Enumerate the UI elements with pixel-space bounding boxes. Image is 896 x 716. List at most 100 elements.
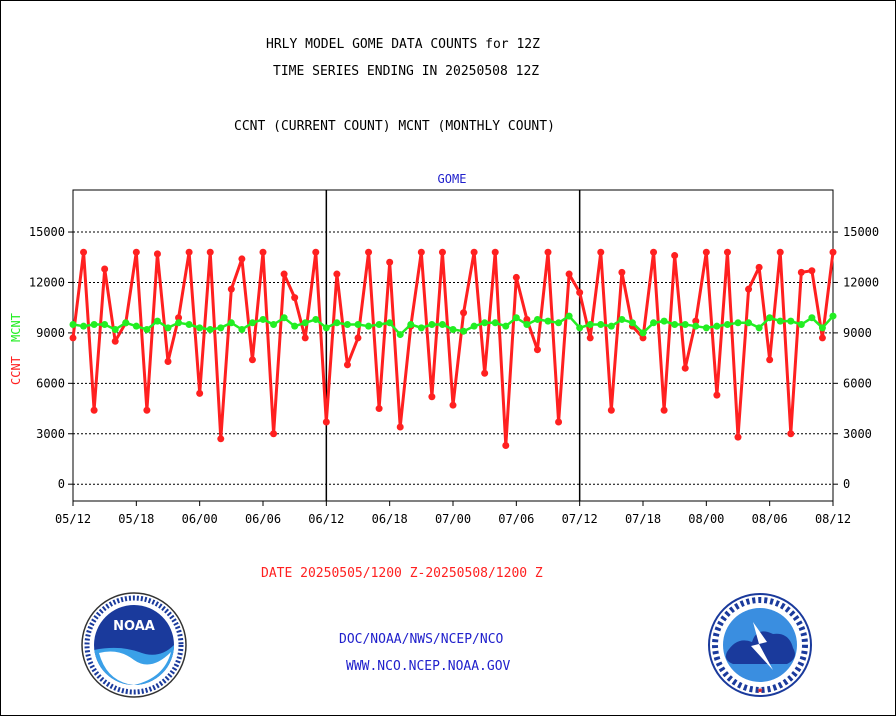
data-point-ccnt (576, 289, 584, 297)
data-point-ccnt (818, 334, 826, 342)
data-point-ccnt (650, 248, 658, 256)
data-point-mcnt (407, 320, 415, 328)
data-point-ccnt (797, 268, 805, 276)
data-point-ccnt (333, 270, 341, 278)
data-point-mcnt (196, 324, 204, 332)
data-point-mcnt (301, 319, 309, 327)
y-tick-label-left: 9000 (36, 326, 65, 340)
data-point-mcnt (555, 319, 563, 327)
data-point-ccnt (523, 315, 531, 323)
data-point-mcnt (576, 324, 584, 332)
data-point-mcnt (829, 312, 837, 320)
data-point-mcnt (69, 320, 77, 328)
data-point-mcnt (713, 322, 721, 330)
y-tick-label-left: 12000 (29, 275, 65, 289)
data-point-mcnt (544, 317, 552, 325)
data-point-ccnt (69, 334, 77, 342)
data-point-ccnt (428, 393, 436, 401)
y-tick-label-right: 12000 (843, 275, 879, 289)
data-point-ccnt (586, 334, 594, 342)
data-point-ccnt (808, 267, 816, 275)
data-point-mcnt (818, 324, 826, 332)
data-point-ccnt (597, 248, 605, 256)
data-point-ccnt (713, 391, 721, 399)
data-point-mcnt (639, 329, 647, 337)
data-point-ccnt (555, 418, 563, 426)
data-point-mcnt (650, 319, 658, 327)
data-point-ccnt (755, 263, 763, 271)
x-tick-label: 06/12 (308, 512, 344, 526)
y-tick-label-right: 0 (843, 477, 850, 491)
data-point-ccnt (343, 361, 351, 369)
data-point-mcnt (808, 314, 816, 322)
data-point-mcnt (618, 315, 626, 323)
data-point-ccnt (375, 405, 383, 413)
y-axis-label-ccnt: CCNT (9, 356, 23, 385)
data-point-ccnt (745, 285, 753, 293)
y-tick-label-right: 15000 (843, 225, 879, 239)
data-point-ccnt (101, 265, 109, 273)
data-point-mcnt (375, 320, 383, 328)
data-point-ccnt (132, 248, 140, 256)
data-point-mcnt (449, 326, 457, 334)
y-tick-label-right: 6000 (843, 376, 872, 390)
data-point-mcnt (681, 320, 689, 328)
data-point-ccnt (512, 273, 520, 281)
data-point-mcnt (776, 317, 784, 325)
data-point-mcnt (164, 324, 172, 332)
data-point-ccnt (143, 406, 151, 414)
data-point-ccnt (639, 334, 647, 342)
x-tick-label: 07/12 (562, 512, 598, 526)
data-point-ccnt (702, 248, 710, 256)
data-point-mcnt (470, 322, 478, 330)
data-point-ccnt (460, 309, 468, 317)
data-point-mcnt (354, 320, 362, 328)
data-point-ccnt (259, 248, 267, 256)
data-point-mcnt (481, 319, 489, 327)
y-tick-label-right: 3000 (843, 427, 872, 441)
data-point-mcnt (101, 320, 109, 328)
data-point-mcnt (291, 322, 299, 330)
data-point-ccnt (206, 248, 214, 256)
data-point-mcnt (111, 326, 119, 334)
data-point-mcnt (238, 326, 246, 334)
data-point-ccnt (776, 248, 784, 256)
series-lines (69, 248, 837, 450)
data-point-mcnt (80, 322, 88, 330)
noaa-logo-text: NOAA (113, 619, 155, 634)
y-tick-label-right: 9000 (843, 326, 872, 340)
data-point-mcnt (755, 324, 763, 332)
data-point-ccnt (660, 406, 668, 414)
data-point-mcnt (734, 319, 742, 327)
data-point-mcnt (185, 320, 193, 328)
x-tick-label: 08/12 (815, 512, 851, 526)
data-point-ccnt (723, 248, 731, 256)
data-point-ccnt (386, 258, 394, 266)
data-point-mcnt (343, 320, 351, 328)
data-point-ccnt (185, 248, 193, 256)
data-point-mcnt (386, 319, 394, 327)
org-path-link[interactable]: DOC/NOAA/NWS/NCEP/NCO (339, 632, 504, 647)
chart-subtitle: CCNT (CURRENT COUNT) MCNT (MONTHLY COUNT… (234, 119, 555, 134)
y-tick-label-left: 3000 (36, 427, 65, 441)
website-link[interactable]: WWW.NCO.NCEP.NOAA.GOV (346, 659, 511, 674)
data-point-ccnt (829, 248, 837, 256)
axis-ticks: 0 0 3000 3000 6000 6000 9000 9000 12000 12000 1500… (29, 225, 879, 526)
data-point-ccnt (565, 270, 573, 278)
data-point-mcnt (322, 324, 330, 332)
data-point-ccnt (248, 356, 256, 364)
data-point-ccnt (164, 357, 172, 365)
data-point-ccnt (607, 406, 615, 414)
x-tick-label: 07/18 (625, 512, 661, 526)
data-point-mcnt (438, 320, 446, 328)
data-point-ccnt (217, 435, 225, 443)
plot-frame (72, 189, 834, 502)
data-point-mcnt (270, 320, 278, 328)
data-point-mcnt (248, 319, 256, 327)
data-point-ccnt (291, 294, 299, 302)
data-point-mcnt (586, 320, 594, 328)
data-point-ccnt (481, 369, 489, 377)
x-tick-label: 06/06 (245, 512, 281, 526)
x-tick-label: 05/18 (118, 512, 154, 526)
